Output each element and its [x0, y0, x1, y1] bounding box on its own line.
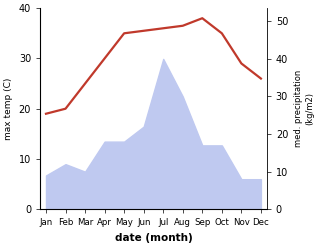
Y-axis label: med. precipitation
(kg/m2): med. precipitation (kg/m2): [294, 70, 314, 147]
Y-axis label: max temp (C): max temp (C): [4, 78, 13, 140]
X-axis label: date (month): date (month): [114, 233, 192, 243]
